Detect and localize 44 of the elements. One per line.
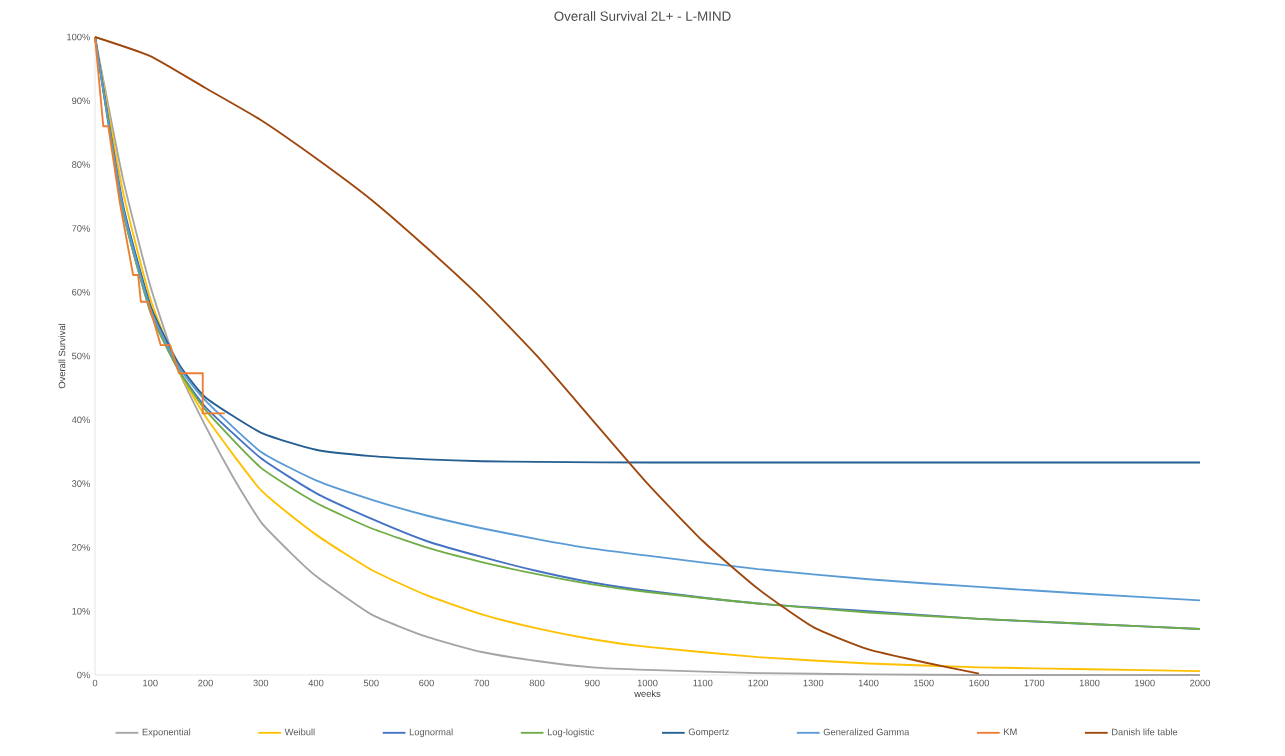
x-tick-label: 300 xyxy=(253,679,269,687)
y-axis-title: Overall Survival xyxy=(58,323,66,389)
chart-title: Overall Survival 2L+ - L-MIND xyxy=(554,11,731,21)
x-tick-label: 1700 xyxy=(1024,679,1045,687)
y-tick-label: 100% xyxy=(67,33,90,41)
x-tick-label: 400 xyxy=(308,679,324,687)
y-tick-label: 40% xyxy=(71,416,90,424)
x-tick-label: 0 xyxy=(92,679,98,687)
x-tick-label: 2000 xyxy=(1190,679,1211,687)
legend-label: Danish life table xyxy=(1112,728,1178,736)
legend-label: Log-logistic xyxy=(547,728,595,738)
x-tick-label: 1600 xyxy=(969,679,990,687)
legend-label: Gompertz xyxy=(688,728,729,738)
x-tick-label: 1400 xyxy=(858,679,879,687)
x-tick-label: 700 xyxy=(474,679,490,687)
x-tick-label: 800 xyxy=(529,679,545,687)
x-tick-label: 1100 xyxy=(693,679,713,687)
y-tick-label: 70% xyxy=(72,225,90,232)
legend-label: Weibull xyxy=(284,728,315,736)
y-tick-label: 20% xyxy=(72,544,90,551)
x-tick-label: 1800 xyxy=(1079,679,1100,687)
x-tick-label: 100 xyxy=(143,679,158,687)
y-tick-label: 0% xyxy=(77,671,90,679)
y-tick-label: 90% xyxy=(72,97,90,105)
legend-label: Generalized Gamma xyxy=(823,728,910,736)
x-tick-label: 1200 xyxy=(748,679,769,687)
x-tick-label: 1900 xyxy=(1135,679,1155,687)
x-tick-label: 200 xyxy=(198,679,213,687)
x-tick-label: 1000 xyxy=(637,679,658,687)
x-tick-label: 1500 xyxy=(914,679,934,687)
x-axis-title: weeks xyxy=(634,690,661,697)
y-tick-label: 50% xyxy=(71,352,90,360)
x-tick-label: 900 xyxy=(584,679,600,687)
y-tick-label: 80% xyxy=(72,161,90,168)
y-tick-label: 10% xyxy=(72,607,90,615)
legend-label: KM xyxy=(1004,728,1017,736)
line-series xyxy=(94,36,226,415)
legend-label: Exponential xyxy=(142,728,191,738)
x-tick-label: 500 xyxy=(363,679,379,687)
x-tick-label: 600 xyxy=(419,679,434,687)
y-tick-label: 60% xyxy=(72,288,90,296)
legend-label: Lognormal xyxy=(409,728,453,738)
y-tick-label: 30% xyxy=(71,480,90,487)
x-tick-label: 1300 xyxy=(803,679,824,687)
